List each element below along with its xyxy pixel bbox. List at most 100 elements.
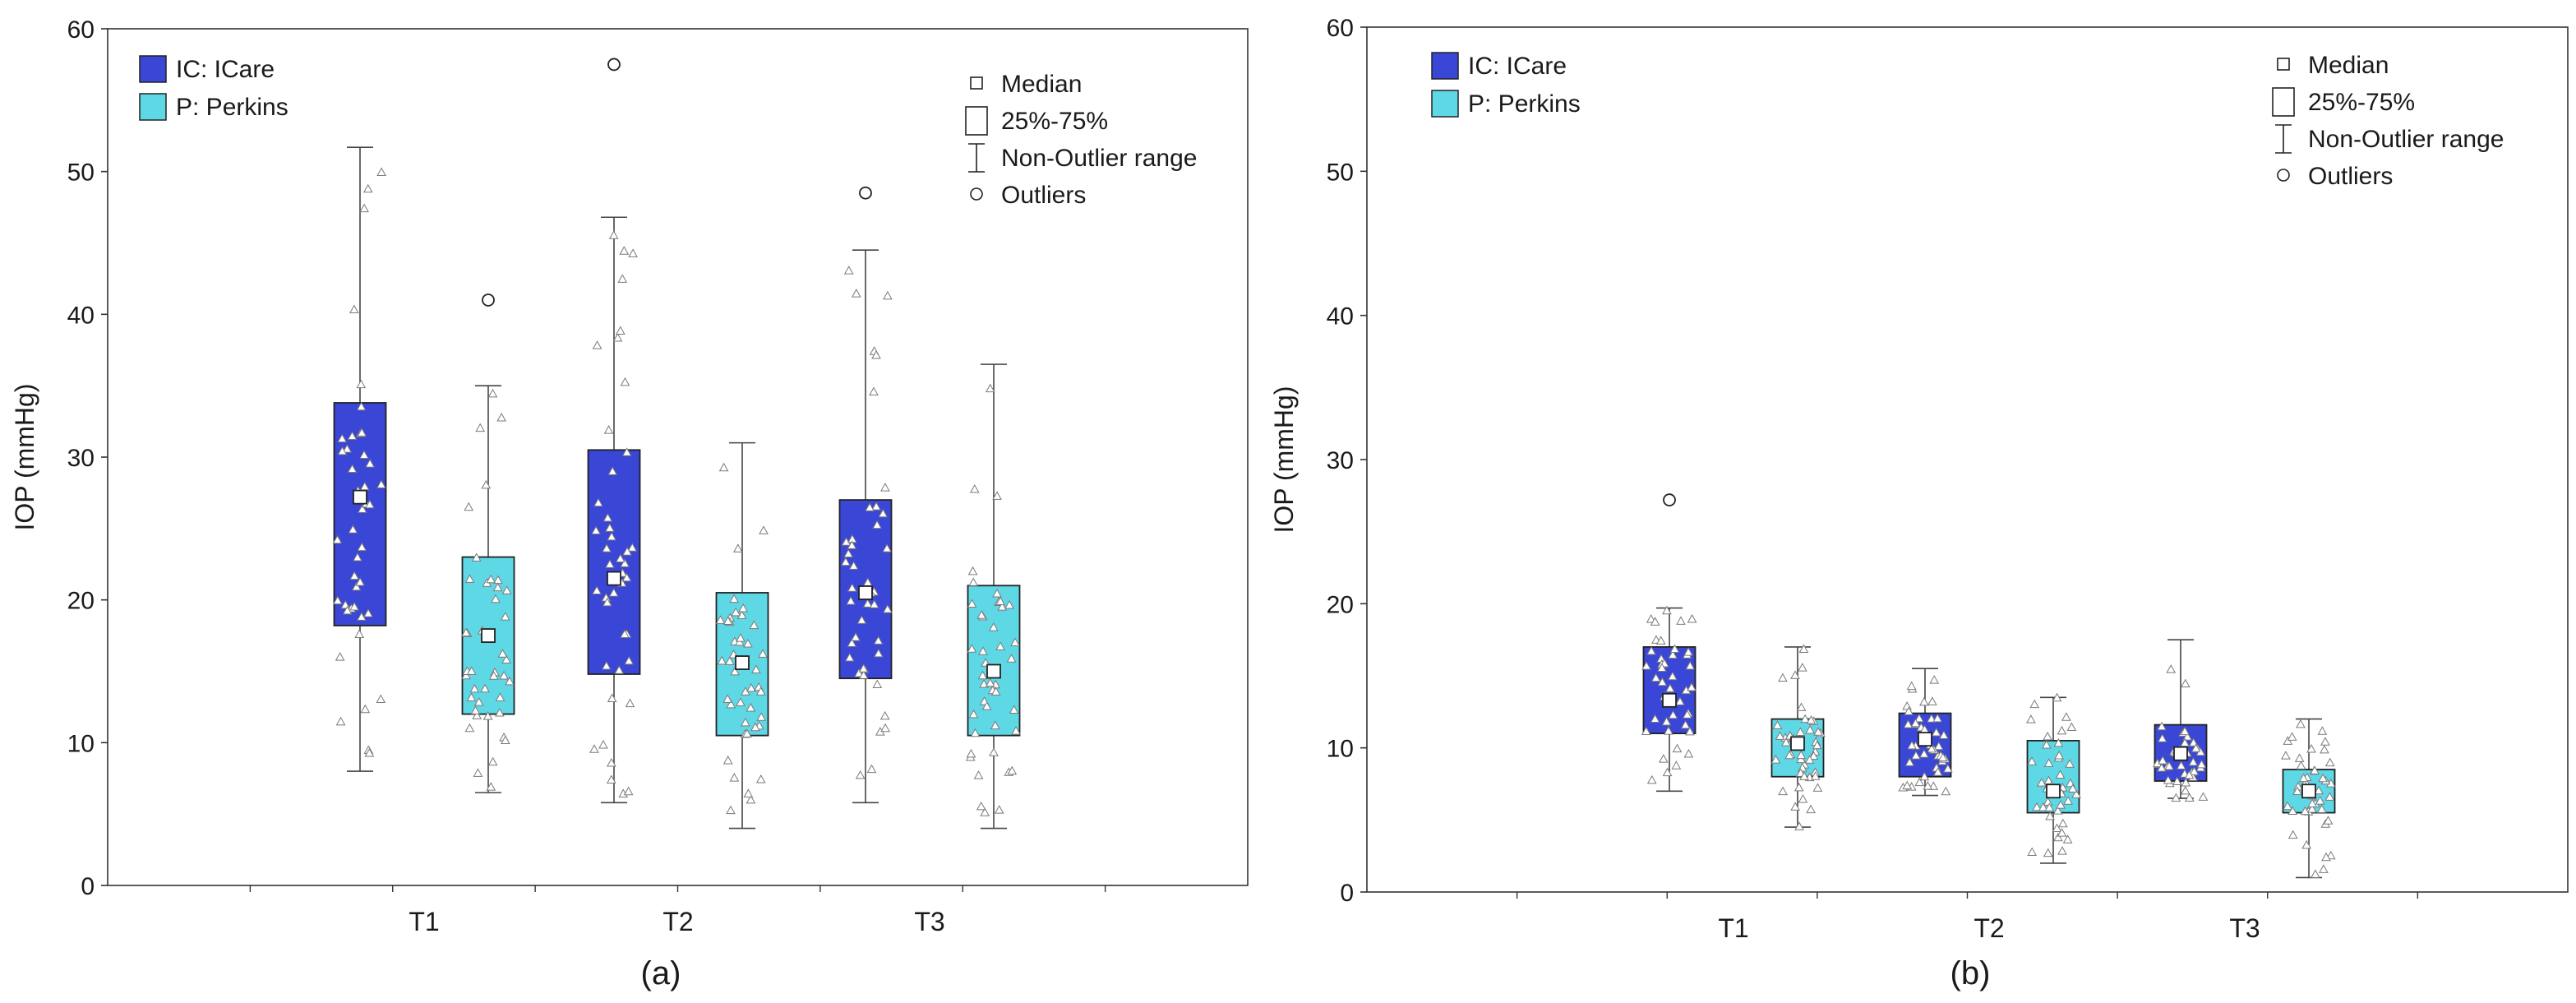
raw-point xyxy=(751,664,761,673)
raw-point xyxy=(1778,673,1788,682)
raw-point xyxy=(880,483,890,492)
median-marker xyxy=(735,655,750,670)
raw-point xyxy=(856,615,867,624)
raw-point xyxy=(1668,709,1678,719)
raw-point xyxy=(495,708,505,717)
raw-point xyxy=(995,641,1005,650)
raw-point xyxy=(843,266,854,275)
raw-point xyxy=(495,692,506,701)
raw-point xyxy=(1790,802,1800,811)
raw-point xyxy=(356,379,367,389)
raw-point xyxy=(2287,830,2298,839)
raw-point xyxy=(2043,848,2053,857)
raw-point xyxy=(1650,673,1661,682)
raw-point xyxy=(1004,599,1014,609)
legend-swatch xyxy=(139,55,167,83)
raw-point xyxy=(356,401,367,411)
raw-point xyxy=(591,525,601,534)
raw-point xyxy=(862,599,873,608)
median-marker xyxy=(858,585,873,600)
raw-point xyxy=(2057,783,2068,792)
raw-point xyxy=(501,654,511,663)
raw-point xyxy=(989,747,999,756)
raw-point xyxy=(592,340,602,349)
raw-point xyxy=(1919,749,1929,758)
raw-point xyxy=(722,694,733,703)
raw-point xyxy=(356,612,367,621)
box-t2-perkins xyxy=(2026,692,2081,864)
raw-point xyxy=(1904,706,1914,715)
raw-point xyxy=(2300,806,2311,816)
raw-point xyxy=(376,479,386,488)
raw-point xyxy=(729,594,739,603)
raw-point xyxy=(969,484,980,493)
raw-point xyxy=(741,728,752,738)
legend-outlier-label: Outliers xyxy=(1001,182,1086,209)
raw-point xyxy=(470,705,481,714)
y-tick-label: 10 xyxy=(1327,736,1354,763)
raw-point xyxy=(355,577,365,586)
raw-point xyxy=(1658,754,1669,763)
raw-point xyxy=(731,607,741,617)
legend-outlier-label: Outliers xyxy=(2308,163,2393,190)
y-tick-label: 10 xyxy=(67,730,95,757)
raw-point xyxy=(617,274,628,283)
raw-point xyxy=(2158,756,2167,765)
y-tick-label: 40 xyxy=(1327,303,1354,330)
box-t1-icare xyxy=(1641,493,1697,793)
raw-point xyxy=(976,610,987,619)
raw-point xyxy=(1006,654,1017,663)
legend-outlier-icon xyxy=(2277,169,2290,182)
raw-point xyxy=(729,773,740,782)
raw-point xyxy=(1657,677,1668,686)
raw-point xyxy=(1800,714,1811,723)
raw-point xyxy=(1914,777,1925,787)
raw-point xyxy=(968,577,979,586)
raw-point xyxy=(472,710,482,719)
raw-point xyxy=(2166,664,2177,673)
panel-label: (a) xyxy=(641,955,681,991)
raw-point xyxy=(880,723,890,733)
raw-point xyxy=(466,666,477,675)
raw-point xyxy=(2287,806,2298,816)
raw-point xyxy=(2283,801,2292,811)
raw-point xyxy=(1772,720,1783,729)
raw-point xyxy=(464,574,475,583)
raw-point xyxy=(2180,737,2191,747)
raw-point xyxy=(1902,780,1913,790)
raw-point xyxy=(607,693,617,702)
raw-point xyxy=(1806,714,1817,724)
raw-point xyxy=(1927,743,1937,753)
raw-point xyxy=(1687,682,1697,691)
raw-point xyxy=(733,543,743,552)
raw-point xyxy=(464,723,475,733)
chart-panel-b: 0 10 20 30 40 50 60 IOP (mmHg) T1 T2 T3 IC: ICare P:… xyxy=(1269,15,2569,991)
raw-point xyxy=(848,561,859,570)
raw-point xyxy=(461,670,471,680)
raw-point xyxy=(608,588,619,597)
raw-point xyxy=(1790,670,1800,679)
raw-point xyxy=(622,547,632,556)
raw-point xyxy=(871,502,881,511)
raw-point xyxy=(2052,692,2062,702)
raw-point xyxy=(1941,786,1951,796)
raw-point xyxy=(469,683,480,693)
panel-label: (b) xyxy=(1950,955,1991,991)
raw-point xyxy=(1931,727,1941,737)
raw-point xyxy=(351,581,362,591)
raw-point xyxy=(866,764,877,774)
raw-point xyxy=(883,290,893,300)
raw-point xyxy=(2157,733,2167,742)
raw-point xyxy=(627,543,638,552)
raw-point xyxy=(851,289,861,298)
raw-point xyxy=(2180,785,2191,795)
raw-point xyxy=(607,531,616,541)
y-tick-label: 50 xyxy=(1327,159,1354,186)
raw-point xyxy=(1671,760,1682,770)
raw-point xyxy=(1907,740,1917,750)
raw-point xyxy=(480,683,490,693)
raw-point xyxy=(1805,724,1815,734)
raw-point xyxy=(1919,696,1929,706)
raw-point xyxy=(1796,750,1807,760)
raw-point xyxy=(2198,792,2209,801)
